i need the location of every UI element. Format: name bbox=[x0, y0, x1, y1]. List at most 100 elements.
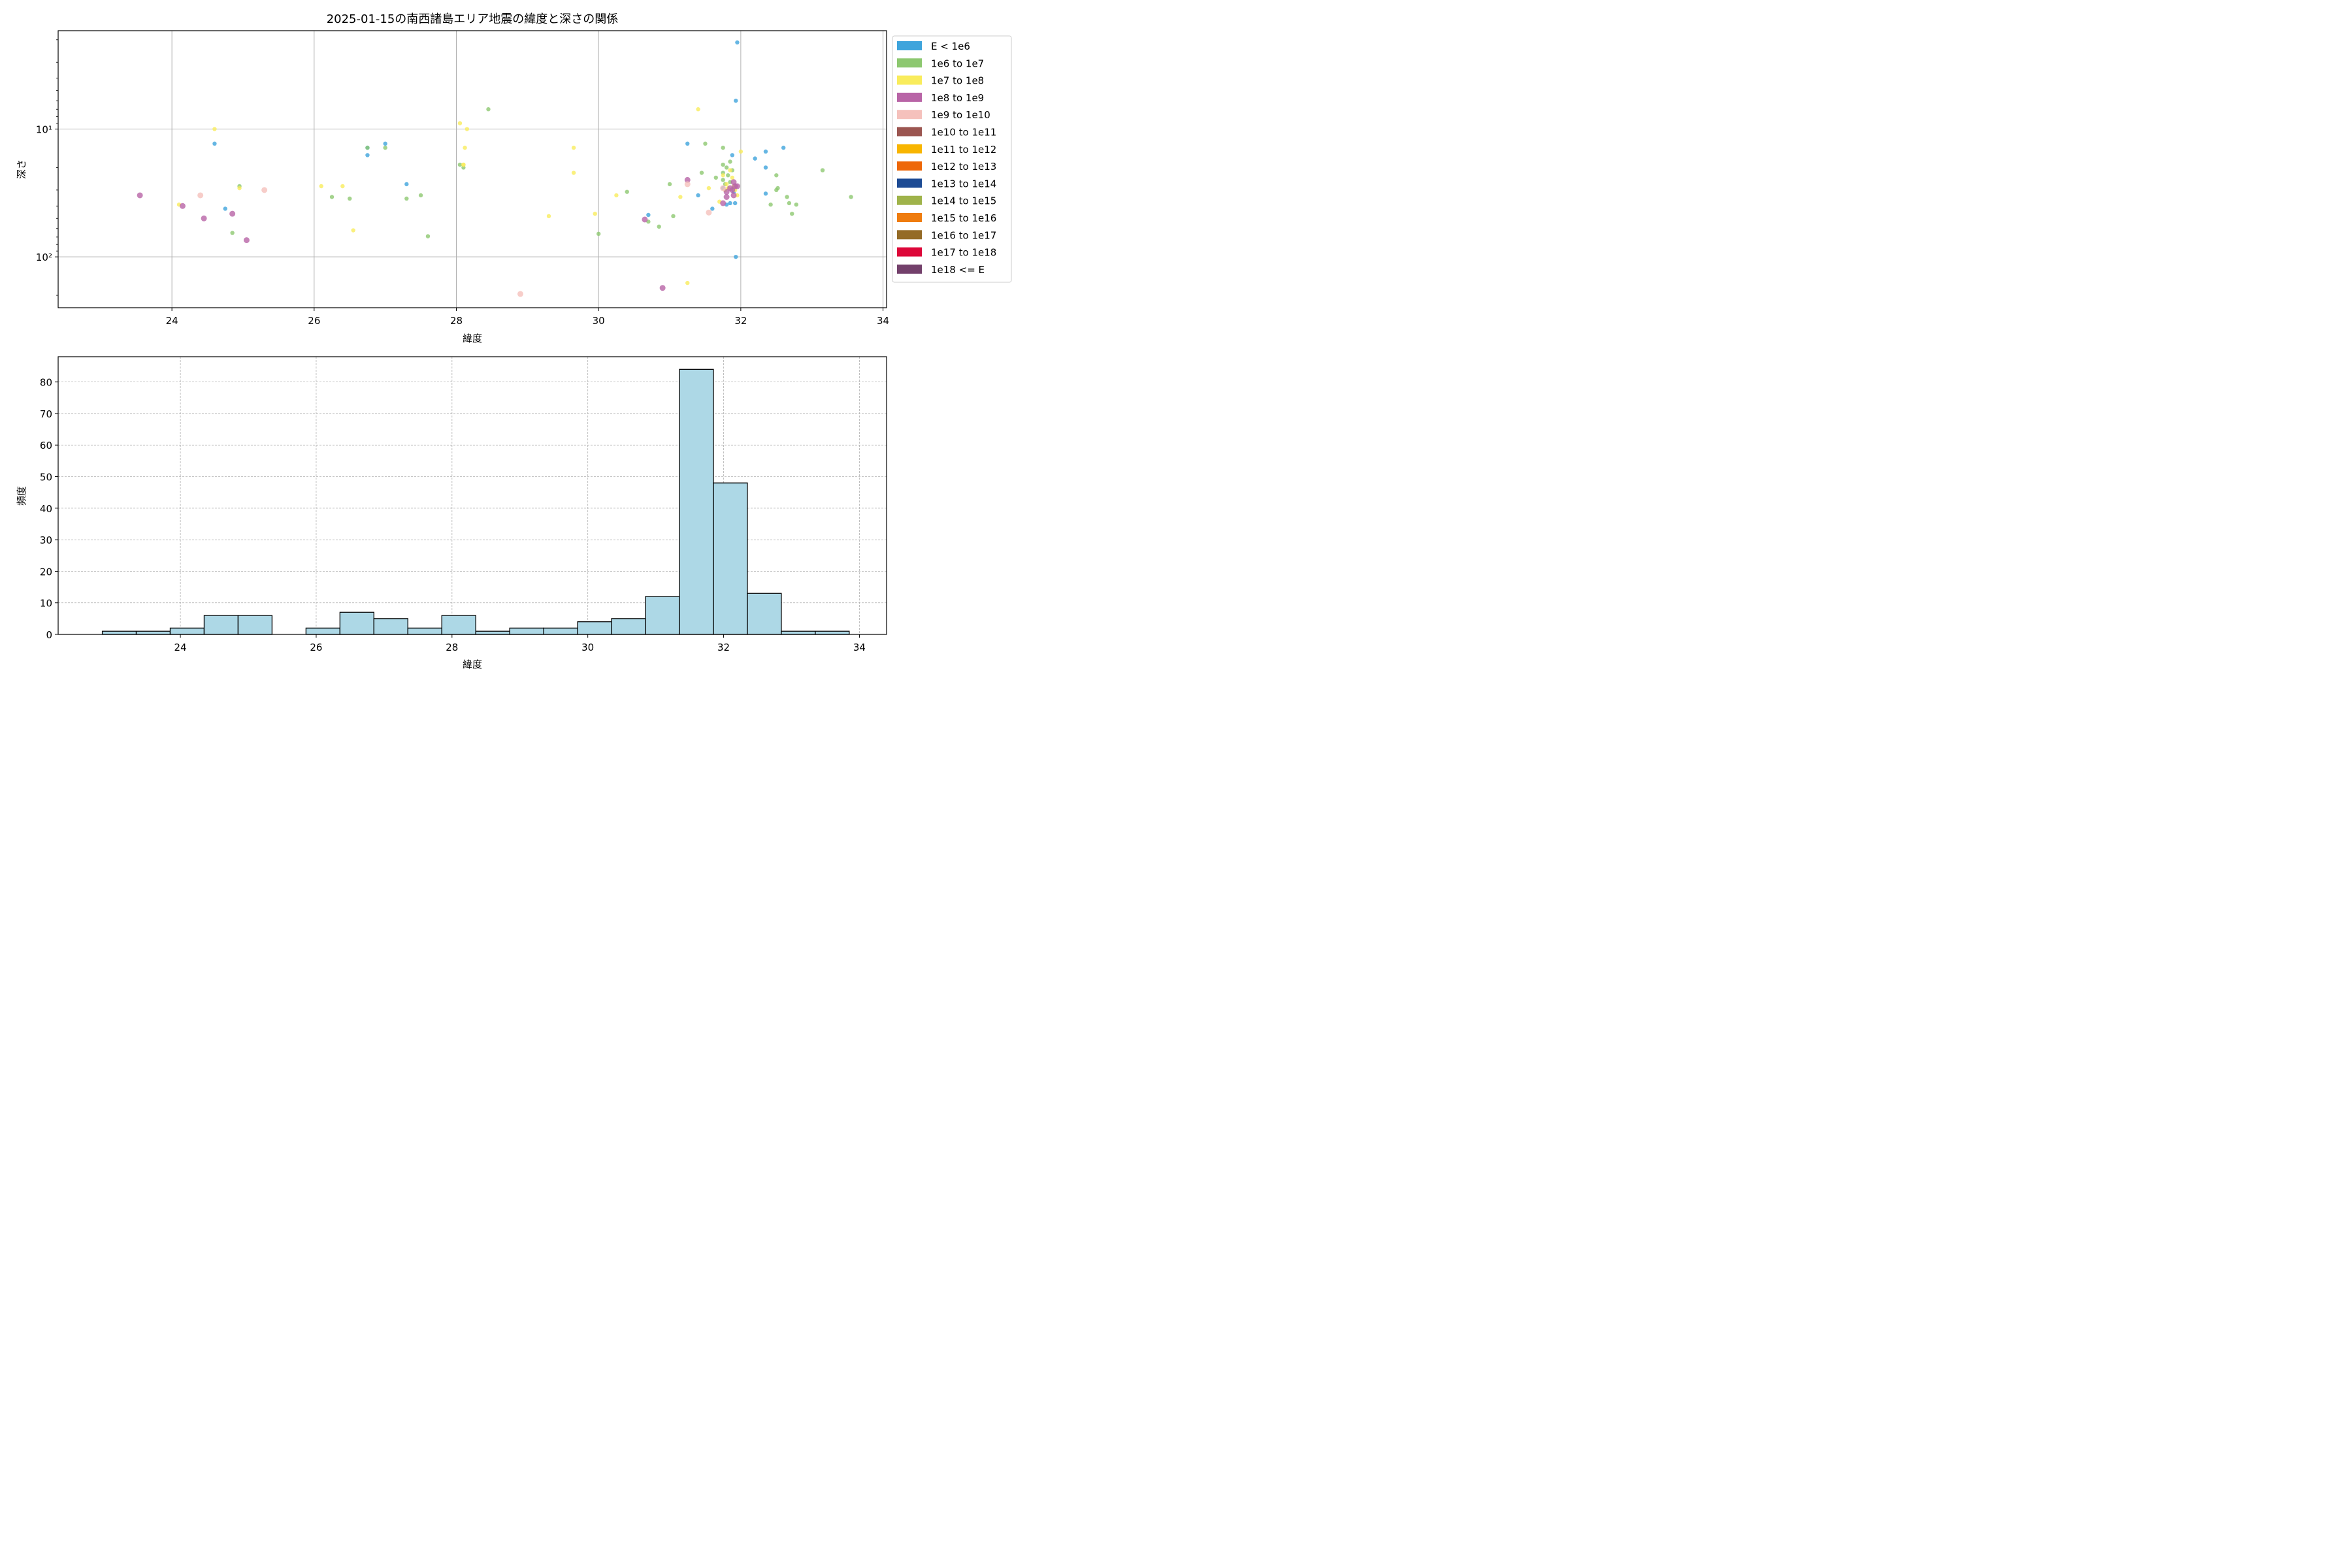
scatter-point bbox=[351, 228, 355, 233]
figure-title: 2025-01-15の南西諸島エリア地震の緯度と深さの関係 bbox=[327, 12, 619, 26]
scatter-point bbox=[685, 280, 690, 286]
histogram-bar bbox=[611, 618, 646, 635]
histogram-y-tick-label: 0 bbox=[46, 629, 52, 641]
legend-swatch bbox=[897, 230, 922, 240]
legend-swatch bbox=[897, 178, 922, 188]
histogram-bar bbox=[577, 621, 612, 635]
scatter-point bbox=[734, 98, 738, 103]
histogram-x-tick-label: 28 bbox=[446, 642, 458, 653]
histogram-y-tick-label: 70 bbox=[40, 408, 52, 420]
scatter-x-tick-label: 32 bbox=[734, 315, 747, 327]
scatter-point bbox=[730, 175, 735, 180]
histogram-y-axis-label: 頻度 bbox=[16, 486, 27, 506]
legend-swatch bbox=[897, 264, 922, 274]
scatter-point bbox=[730, 192, 737, 199]
scatter-point bbox=[201, 215, 207, 221]
legend-label: 1e12 to 1e13 bbox=[931, 161, 996, 172]
scatter-point bbox=[667, 182, 672, 187]
scatter-point bbox=[329, 195, 335, 199]
scatter-point bbox=[696, 193, 700, 198]
histogram-bar bbox=[339, 612, 374, 635]
histogram-bar bbox=[101, 630, 137, 635]
histogram-bars bbox=[101, 368, 850, 635]
histogram-bar bbox=[203, 615, 239, 635]
scatter-point bbox=[732, 201, 738, 206]
scatter-point bbox=[546, 214, 551, 219]
legend-swatch bbox=[897, 75, 922, 85]
histogram-bar bbox=[237, 615, 273, 635]
histogram-y-tick-label: 60 bbox=[40, 440, 52, 451]
histogram-x-tick-label: 30 bbox=[581, 642, 594, 653]
legend-label: 1e17 to 1e18 bbox=[931, 247, 996, 259]
scatter-point bbox=[418, 193, 423, 198]
legend-items: E < 1e6 1e6 to 1e7 1e7 to 1e8 1e8 to 1e9 1e9… bbox=[897, 41, 996, 276]
scatter-point bbox=[794, 202, 798, 207]
histogram-bar bbox=[679, 368, 714, 635]
histogram-axes-frame bbox=[57, 356, 887, 635]
scatter-point bbox=[738, 149, 743, 154]
histogram-bar bbox=[373, 618, 408, 635]
histogram-y-tick-label: 20 bbox=[40, 566, 52, 578]
histogram-x-axis-label: 緯度 bbox=[463, 659, 482, 670]
scatter-point bbox=[646, 212, 651, 218]
histogram-bar bbox=[509, 627, 544, 635]
scatter-point bbox=[721, 173, 725, 178]
histogram-y-tick-label: 10 bbox=[40, 598, 52, 610]
scatter-point bbox=[425, 234, 431, 238]
scatter-point bbox=[723, 189, 730, 195]
histogram-bar bbox=[781, 630, 816, 635]
scatter-point bbox=[849, 195, 853, 199]
legend-label: 1e14 to 1e15 bbox=[931, 195, 996, 207]
scatter-point bbox=[781, 145, 786, 150]
scatter-points bbox=[137, 40, 853, 297]
scatter-point bbox=[820, 168, 825, 172]
figure: 2025-01-15の南西諸島エリア地震の緯度と深さの関係 24 26 28 30 32… bbox=[0, 0, 1018, 679]
legend-label: 1e16 to 1e17 bbox=[931, 229, 996, 241]
scatter-x-tick-label: 30 bbox=[593, 315, 605, 327]
scatter-point bbox=[713, 175, 718, 180]
scatter-point bbox=[684, 181, 691, 188]
scatter-point bbox=[696, 107, 700, 112]
histogram-bar bbox=[747, 593, 782, 635]
scatter-point bbox=[319, 184, 323, 189]
scatter-point bbox=[699, 171, 704, 175]
histogram-x-tick-label: 32 bbox=[717, 642, 730, 653]
scatter-point bbox=[243, 237, 250, 244]
scatter-ticks: 24 26 28 30 32 34 10¹ 10² bbox=[36, 39, 889, 327]
histogram-bar bbox=[543, 627, 578, 635]
scatter-point bbox=[340, 184, 345, 189]
scatter-point bbox=[457, 162, 463, 167]
scatter-point bbox=[137, 192, 143, 199]
legend-label: 1e7 to 1e8 bbox=[931, 75, 984, 87]
scatter-point bbox=[726, 173, 730, 178]
scatter-panel: 24 26 28 30 32 34 10¹ 10² 緯度 深さ bbox=[16, 30, 889, 344]
scatter-point bbox=[261, 187, 268, 193]
histogram-bar bbox=[305, 627, 340, 635]
scatter-point bbox=[657, 224, 661, 229]
legend-swatch bbox=[897, 41, 922, 50]
scatter-point bbox=[790, 211, 794, 216]
legend-label: 1e15 to 1e16 bbox=[931, 212, 996, 224]
scatter-point bbox=[212, 141, 217, 146]
scatter-point bbox=[684, 176, 691, 183]
scatter-point bbox=[237, 186, 242, 191]
histogram-ticks: 24 26 28 30 32 34 0 10 20 30 40 50 60 70 80 bbox=[40, 377, 866, 653]
histogram-bar bbox=[407, 627, 442, 635]
histogram-bar bbox=[135, 630, 171, 635]
histogram-bar bbox=[441, 615, 476, 635]
scatter-point bbox=[404, 196, 409, 201]
scatter-point bbox=[753, 156, 757, 161]
scatter-point bbox=[348, 196, 352, 201]
legend-swatch bbox=[897, 92, 922, 102]
legend-swatch bbox=[897, 247, 922, 257]
histogram-bar bbox=[713, 482, 748, 635]
histogram-panel: 24 26 28 30 32 34 0 10 20 30 40 50 60 70 80 緯度 頻度 bbox=[16, 356, 887, 670]
scatter-point bbox=[710, 206, 715, 211]
histogram-x-tick-label: 34 bbox=[853, 642, 866, 653]
scatter-point bbox=[571, 171, 576, 175]
legend-label: 1e11 to 1e12 bbox=[931, 144, 996, 155]
scatter-point bbox=[706, 209, 712, 216]
scatter-point bbox=[763, 165, 768, 170]
scatter-point bbox=[720, 185, 727, 191]
scatter-point bbox=[721, 178, 725, 182]
